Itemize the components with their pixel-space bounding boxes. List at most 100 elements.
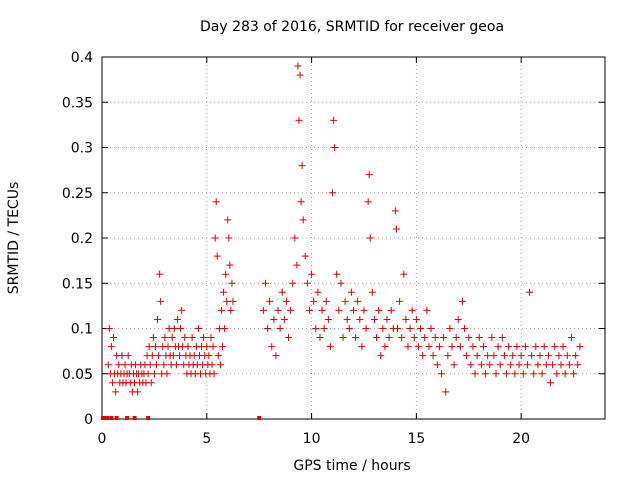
data-point: [339, 334, 347, 342]
data-point: [414, 343, 422, 351]
data-point: [532, 343, 540, 351]
data-point: [270, 315, 278, 323]
data-point: [296, 71, 304, 79]
grid: [102, 57, 605, 419]
data-point: [200, 334, 208, 342]
data-point: [484, 352, 492, 360]
data-point: [112, 388, 120, 396]
data-point: [291, 234, 299, 242]
data-point: [316, 334, 324, 342]
data-point: [463, 352, 471, 360]
data-point: [488, 334, 496, 342]
chart-title: Day 283 of 2016, SRMTID for receiver geo…: [200, 19, 504, 35]
data-point: [507, 361, 515, 369]
data-point: [402, 315, 410, 323]
data-point: [229, 297, 237, 305]
data-point: [203, 343, 211, 351]
data-point: [212, 198, 220, 206]
zero-point: [132, 416, 137, 420]
data-point: [547, 379, 555, 387]
data-point: [298, 162, 306, 170]
data-point: [538, 370, 546, 378]
data-point: [147, 379, 155, 387]
data-point: [216, 361, 224, 369]
data-point: [312, 325, 320, 332]
data-point: [347, 288, 355, 296]
data-point: [563, 352, 571, 360]
data-point: [164, 343, 172, 351]
data-point: [417, 325, 425, 332]
data-point: [511, 370, 519, 378]
data-point: [540, 343, 548, 351]
data-point: [505, 343, 513, 351]
data-point: [458, 297, 466, 305]
data-point: [398, 334, 406, 342]
data-point: [366, 234, 374, 242]
data-point: [104, 361, 112, 369]
data-point: [224, 216, 232, 224]
data-point: [561, 370, 569, 378]
data-point: [220, 288, 228, 296]
data-point: [557, 361, 565, 369]
data-point: [536, 352, 544, 360]
data-point: [551, 343, 559, 351]
zero-point: [103, 416, 108, 420]
x-tick-label: 20: [512, 431, 530, 447]
data-point: [150, 370, 158, 378]
data-point: [341, 297, 349, 305]
x-tick-label: 5: [202, 431, 211, 447]
data-point: [314, 288, 322, 296]
data-point: [394, 325, 402, 332]
data-point: [528, 352, 536, 360]
y-axis-label: SRMTID / TECUs: [6, 182, 22, 295]
zero-point: [105, 416, 110, 420]
data-point: [352, 334, 360, 342]
data-point: [326, 343, 334, 351]
data-point: [144, 370, 152, 378]
data-point: [324, 315, 332, 323]
data-point: [287, 306, 295, 314]
data-point: [278, 288, 286, 296]
data-point: [471, 370, 479, 378]
data-point: [448, 343, 456, 351]
data-point: [515, 361, 523, 369]
data-point: [170, 325, 178, 332]
data-point: [210, 370, 218, 378]
data-point: [572, 352, 580, 360]
data-point: [465, 334, 473, 342]
data-point: [105, 325, 113, 332]
data-point: [454, 315, 462, 323]
data-point: [181, 334, 189, 342]
data-point: [350, 306, 357, 314]
data-point: [423, 306, 431, 314]
data-point: [219, 343, 227, 351]
data-point: [163, 370, 171, 378]
data-point: [308, 270, 316, 278]
zero-point: [125, 416, 130, 420]
data-point: [519, 370, 527, 378]
data-point: [107, 343, 115, 351]
data-point: [217, 306, 225, 314]
data-point: [425, 343, 433, 351]
data-point: [567, 334, 575, 342]
y-tick-label: 0: [84, 412, 93, 428]
data-point: [473, 352, 481, 360]
data-point: [375, 306, 383, 314]
data-point: [383, 315, 391, 323]
x-tick-label: 15: [407, 431, 425, 447]
y-tick-label: 0.1: [71, 322, 93, 338]
data-point: [387, 306, 395, 314]
data-point: [285, 334, 293, 342]
data-point: [160, 361, 168, 369]
data-point: [440, 334, 448, 342]
data-point: [408, 306, 416, 314]
data-point: [360, 306, 368, 314]
data-point: [289, 279, 297, 287]
data-point: [452, 334, 460, 342]
data-point: [450, 361, 458, 369]
data-point: [303, 279, 311, 287]
zero-point: [101, 416, 106, 420]
data-point: [228, 279, 236, 287]
y-tick-label: 0.4: [71, 50, 93, 66]
data-point: [297, 198, 305, 206]
